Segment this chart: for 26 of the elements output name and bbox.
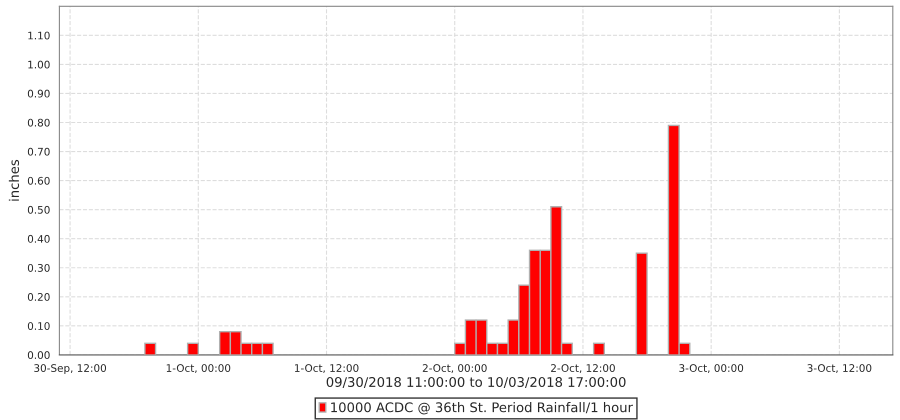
x-tick-label: 1-Oct, 12:00 [295,364,358,374]
x-tick-label: 1-Oct, 00:00 [166,364,230,374]
y-tick-label: 0.90 [28,90,50,98]
x-tick-label: 2-Oct, 00:00 [422,364,487,374]
bar [592,342,606,355]
x-tick-label: 30-Sep, 12:00 [34,364,106,374]
x-tick-label: 3-Oct, 12:00 [808,364,872,374]
y-tick-label: 1.00 [28,60,50,69]
y-tick-label: 1.10 [28,32,50,40]
x-tick-label: 3-Oct, 00:00 [679,364,744,374]
y-tick-label: 0.10 [28,322,50,330]
y-tick-label: 0.30 [28,264,50,272]
y-tick-label: 0.80 [28,118,50,127]
x-axis-title: 09/30/2018 11:00:00 to 10/03/2018 17:00:00 [326,377,626,388]
y-tick-label: 0.00 [28,351,50,360]
y-axis-title: inches [8,160,20,201]
y-tick-label: 0.50 [28,206,50,214]
legend-label: 10000 ACDC @ 36th St. Period Rainfall/1 hour [331,402,633,414]
bar [144,342,156,355]
bar [636,252,648,355]
y-tick-label: 0.70 [28,148,50,156]
y-tick-label: 0.60 [28,176,50,185]
bar [186,342,199,355]
y-tick-label: 0.20 [28,293,50,301]
y-tick-label: 0.40 [28,234,50,243]
x-tick-label: 2-Oct, 12:00 [551,364,615,374]
